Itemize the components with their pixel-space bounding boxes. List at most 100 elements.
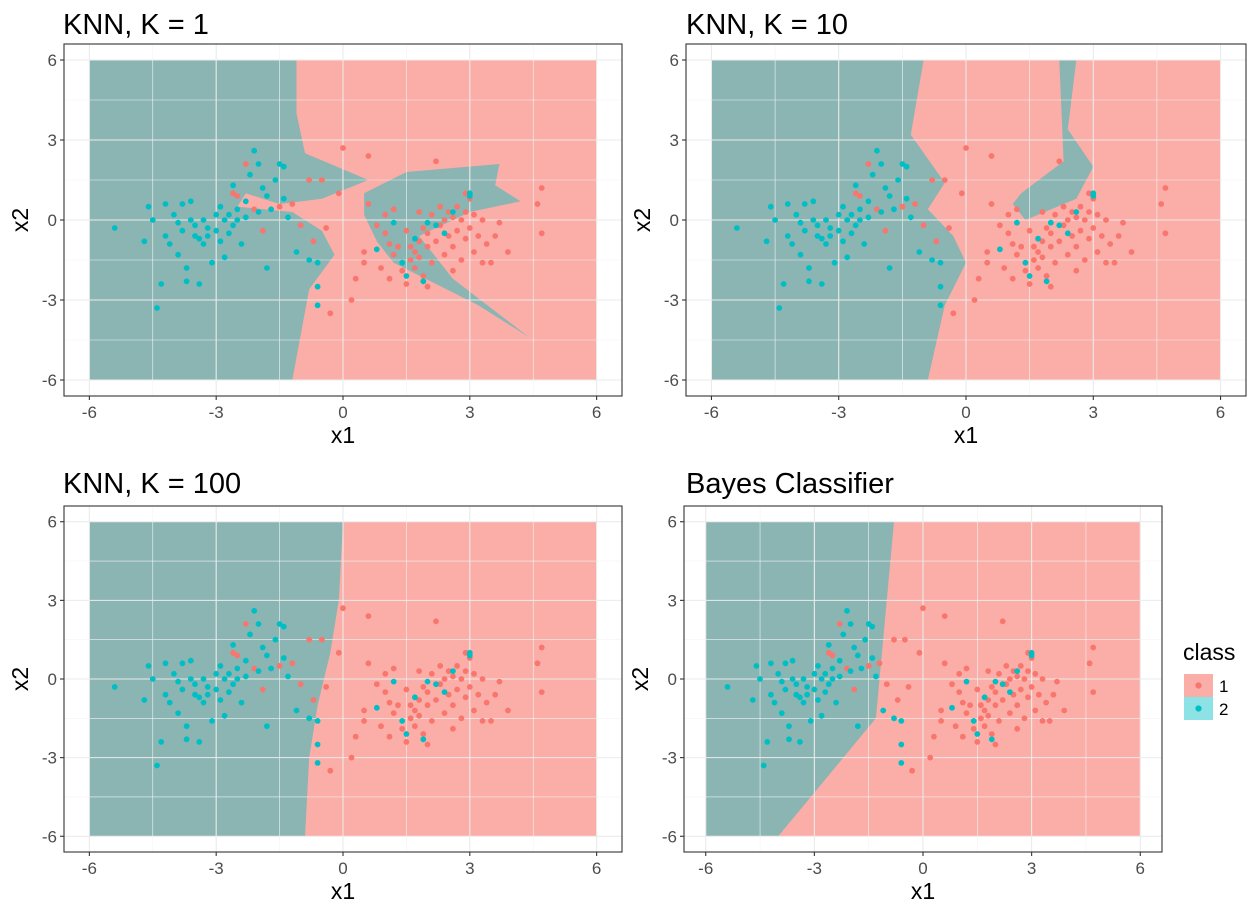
point-class-1	[437, 663, 444, 669]
point-class-1	[1036, 691, 1042, 698]
y-tick-label: -6	[42, 827, 57, 846]
point-class-1	[1090, 644, 1097, 651]
point-class-2	[314, 259, 321, 266]
point-class-1	[985, 712, 992, 719]
point-class-2	[963, 678, 970, 685]
point-class-1	[963, 145, 969, 151]
point-class-1	[978, 715, 984, 722]
panel-title: Bayes Classifier	[686, 468, 894, 500]
point-class-2	[886, 265, 893, 271]
point-class-2	[183, 736, 190, 743]
point-class-1	[938, 707, 944, 714]
point-class-1	[462, 190, 469, 197]
point-class-1	[1061, 707, 1068, 714]
point-class-2	[831, 259, 838, 266]
point-class-2	[1064, 230, 1071, 237]
point-class-2	[970, 718, 977, 724]
point-class-1	[458, 257, 465, 263]
point-class-2	[238, 241, 245, 247]
point-class-2	[230, 222, 237, 229]
point-class-1	[920, 605, 926, 612]
point-class-2	[234, 217, 241, 223]
point-class-1	[348, 754, 355, 761]
point-class-1	[1052, 259, 1058, 266]
point-class-2	[209, 718, 215, 724]
point-class-1	[950, 310, 957, 317]
point-class-1	[390, 251, 397, 258]
point-class-2	[255, 621, 262, 627]
point-class-2	[183, 278, 190, 285]
point-class-1	[395, 243, 401, 250]
point-class-1	[1039, 209, 1046, 215]
point-class-2	[823, 241, 829, 247]
y-tick-label: -3	[664, 291, 679, 310]
x-tick-label: -6	[698, 859, 713, 878]
x-tick-label: 0	[961, 403, 970, 422]
point-class-2	[999, 681, 1006, 688]
point-class-2	[234, 676, 241, 682]
point-class-1	[412, 707, 418, 714]
point-class-2	[810, 198, 817, 205]
point-class-2	[891, 715, 897, 722]
point-class-2	[815, 697, 821, 703]
point-class-1	[974, 686, 981, 693]
point-class-1	[276, 203, 283, 210]
point-class-1	[852, 190, 859, 197]
point-class-2	[1014, 219, 1020, 226]
point-class-1	[1025, 668, 1031, 674]
point-class-2	[801, 201, 808, 207]
point-class-2	[209, 259, 215, 266]
point-class-1	[1014, 206, 1020, 213]
point-class-1	[941, 177, 948, 183]
point-class-1	[416, 697, 422, 703]
point-class-2	[898, 760, 905, 766]
point-class-2	[259, 185, 266, 191]
point-class-1	[458, 715, 465, 722]
point-class-2	[848, 211, 855, 218]
point-class-2	[242, 657, 249, 664]
point-class-1	[428, 670, 435, 677]
point-class-1	[458, 217, 465, 223]
point-class-2	[878, 161, 885, 167]
point-class-1	[988, 684, 995, 690]
grid	[64, 44, 622, 396]
point-class-2	[789, 657, 796, 664]
point-class-2	[403, 731, 410, 737]
point-class-2	[847, 668, 854, 674]
point-class-1	[399, 267, 406, 274]
point-class-2	[818, 712, 825, 719]
point-class-2	[937, 302, 944, 309]
point-class-2	[217, 697, 224, 703]
point-class-2	[255, 668, 262, 674]
point-class-1	[894, 697, 901, 703]
point-class-1	[1009, 241, 1016, 247]
point-class-2	[786, 723, 792, 730]
point-class-1	[352, 275, 359, 282]
grid	[686, 44, 1246, 396]
point-class-1	[999, 618, 1006, 625]
y-tick-label: -6	[662, 827, 677, 846]
point-class-2	[373, 704, 380, 711]
point-class-2	[797, 739, 803, 745]
point-class-2	[441, 689, 448, 695]
point-class-2	[162, 201, 169, 207]
points	[734, 145, 1169, 317]
point-class-1	[1060, 222, 1067, 229]
point-class-1	[874, 206, 880, 213]
grid	[64, 506, 622, 852]
point-class-1	[905, 684, 912, 690]
point-class-2	[886, 193, 893, 199]
point-class-1	[1047, 243, 1054, 250]
x-axis-title: x1	[331, 422, 355, 448]
point-class-2	[810, 217, 817, 223]
point-class-2	[145, 203, 152, 210]
point-class-2	[226, 670, 232, 677]
point-class-1	[416, 712, 422, 719]
point-class-1	[984, 259, 991, 266]
point-class-2	[854, 652, 861, 659]
point-class-1	[931, 733, 937, 740]
point-class-1	[538, 644, 545, 651]
point-class-2	[221, 217, 228, 223]
point-class-1	[492, 691, 499, 698]
